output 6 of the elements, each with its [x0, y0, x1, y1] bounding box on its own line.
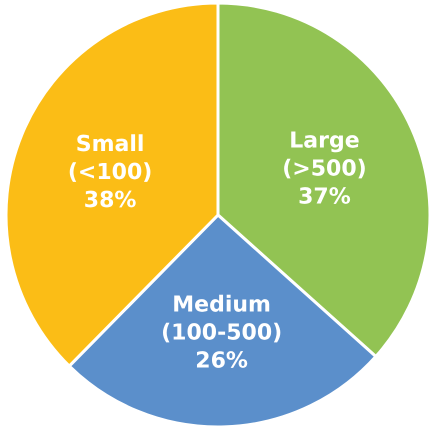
data-label: 38% [84, 188, 136, 213]
slice-label: Small (<100) [68, 132, 152, 185]
data-label: 37% [298, 184, 351, 210]
slice-label: Large (>500) [282, 128, 367, 182]
slice-label: Medium (100-500) [161, 292, 282, 346]
data-label: 26% [195, 348, 248, 374]
